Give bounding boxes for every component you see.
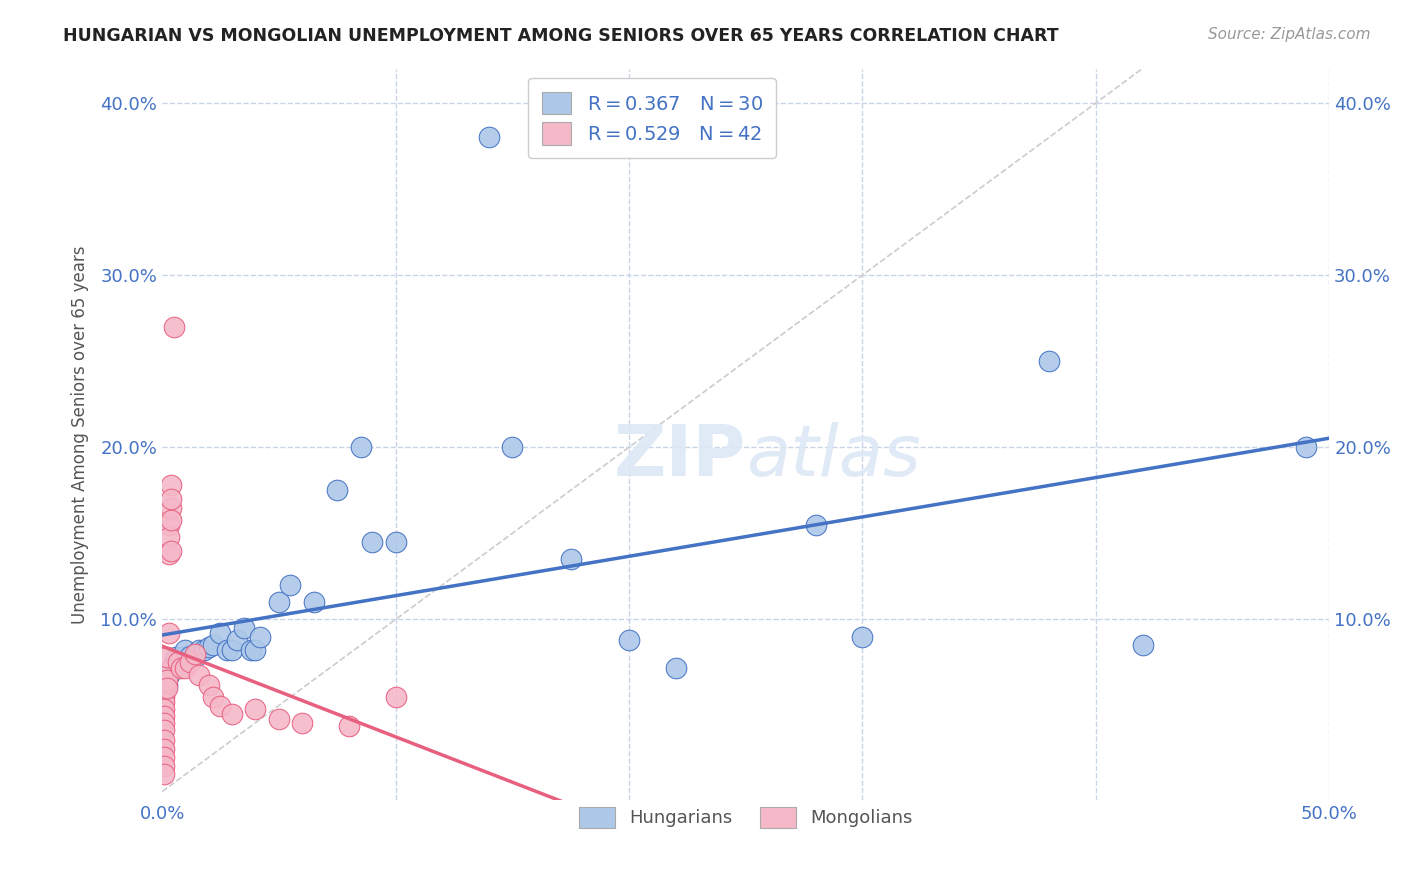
Point [232,621,254,635]
Point [501,440,523,454]
Point [163,319,186,334]
Point [197,678,219,692]
Point [209,626,232,640]
Point [1132,638,1154,652]
Point [267,712,290,726]
Point [617,633,640,648]
Point [157,530,180,544]
Point [167,659,190,673]
Point [202,638,225,652]
Point [217,643,239,657]
Point [184,647,207,661]
Point [302,595,325,609]
Point [349,440,371,454]
Point [153,759,176,773]
Point [160,500,183,515]
Point [153,702,176,716]
Text: ZIP: ZIP [613,422,745,491]
Text: HUNGARIAN VS MONGOLIAN UNEMPLOYMENT AMONG SENIORS OVER 65 YEARS CORRELATION CHAR: HUNGARIAN VS MONGOLIAN UNEMPLOYMENT AMON… [63,27,1059,45]
Point [851,630,873,644]
Point [165,650,187,665]
Point [249,630,271,644]
Point [157,667,180,681]
Point [156,650,179,665]
Point [221,707,243,722]
Point [267,595,290,609]
Point [157,517,180,532]
Point [326,483,349,498]
Point [170,654,193,668]
Point [225,633,247,648]
Point [337,719,360,733]
Point [665,660,688,674]
Point [245,702,267,716]
Point [153,750,176,764]
Y-axis label: Unemployment Among Seniors over 65 years: Unemployment Among Seniors over 65 years [72,245,89,624]
Point [153,685,176,699]
Point [153,733,176,747]
Point [384,690,406,704]
Point [160,491,183,506]
Point [179,648,201,663]
Point [291,715,314,730]
Point [160,512,183,526]
Legend: Hungarians, Mongolians: Hungarians, Mongolians [572,800,920,835]
Point [156,678,179,692]
Point [153,709,176,723]
Point [280,578,302,592]
Point [384,535,406,549]
Point [202,690,225,704]
Point [184,650,207,665]
Point [153,723,176,737]
Point [560,552,582,566]
Point [160,660,183,674]
Point [209,698,232,713]
Point [197,640,219,654]
Point [156,673,179,687]
Point [170,660,193,674]
Point [153,741,176,756]
Point [172,650,194,665]
Point [156,681,179,696]
Point [153,715,176,730]
Point [193,643,215,657]
Point [188,667,211,681]
Point [163,656,186,670]
Point [157,626,180,640]
Point [153,695,176,709]
Point [153,690,176,704]
Point [156,664,179,678]
Point [221,643,243,657]
Text: atlas: atlas [745,422,921,491]
Point [361,535,384,549]
Point [153,667,176,681]
Point [804,517,827,532]
Point [1038,354,1060,368]
Text: Source: ZipAtlas.com: Source: ZipAtlas.com [1208,27,1371,42]
Point [167,656,190,670]
Point [153,767,176,781]
Point [157,547,180,561]
Point [174,643,197,657]
Point [160,478,183,492]
Point [188,643,211,657]
Point [153,678,176,692]
Point [160,543,183,558]
Point [1295,440,1317,454]
Point [239,643,262,657]
Point [478,130,501,145]
Point [245,643,267,657]
Point [174,660,197,674]
Point [179,656,201,670]
